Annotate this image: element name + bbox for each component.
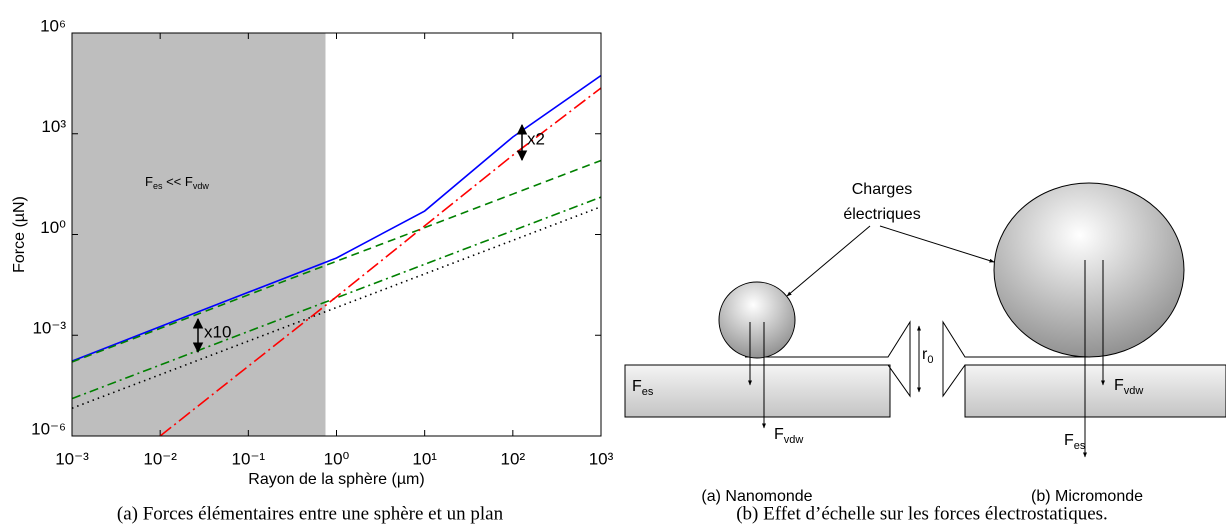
label: Charges	[852, 181, 912, 198]
shaded-region	[72, 33, 326, 436]
pointer	[879, 225, 995, 263]
subscript: vdw	[193, 181, 210, 191]
y-tick-label: 10³	[41, 117, 66, 136]
x-tick-label: 10⁰	[324, 449, 350, 468]
subscript: es	[642, 386, 654, 398]
force-label: Fvdw	[774, 426, 803, 446]
subscript: es	[1074, 440, 1086, 452]
pointer	[786, 225, 871, 297]
x-tick-label: 10³	[589, 449, 614, 468]
chart: 10⁻³ 10⁻² 10⁻¹ 10⁰ 10¹ 10² 10³ 10⁻⁶ 10⁻³ 10⁰ 10³ 10…	[11, 16, 613, 488]
label-part: F	[145, 174, 153, 189]
force-label: Fes	[1064, 432, 1086, 452]
label: électriques	[843, 206, 920, 223]
force-label: Fvdw	[1114, 377, 1143, 397]
subscript: vdw	[1124, 385, 1144, 397]
diagram: Charges électriques (a) Nanomonde (b) Mi…	[624, 181, 1226, 505]
subscript: vdw	[784, 434, 804, 446]
plot-frame	[71, 32, 602, 437]
label-base: F	[632, 378, 642, 395]
x-tick-label: 10²	[501, 449, 526, 468]
y-tick-label: 10⁻³	[32, 319, 66, 338]
left-layer	[745, 320, 911, 398]
big-sphere	[993, 182, 1185, 358]
panel-title: (a) Nanomonde	[701, 488, 812, 505]
annotation: x2	[527, 129, 545, 148]
region-label: Fes << Fvdw	[145, 174, 209, 191]
annotation: x10	[204, 322, 231, 341]
y-tick-label: 10⁻⁶	[31, 419, 66, 438]
subscript: es	[153, 181, 163, 191]
right-substrate	[964, 364, 1226, 418]
small-sphere	[718, 281, 796, 359]
series-line	[72, 159, 601, 363]
x-tick-label: 10⁻³	[55, 449, 89, 468]
label-base: F	[774, 426, 784, 443]
label-base: F	[1114, 377, 1124, 394]
x-tick-label: 10¹	[412, 449, 437, 468]
panel-title: (b) Micromonde	[1031, 488, 1143, 505]
label-part: << F	[162, 174, 192, 189]
left-substrate	[624, 364, 891, 418]
y-axis-label: Force (µN)	[11, 196, 28, 273]
label-base: r	[922, 346, 928, 363]
series-line	[72, 74, 601, 362]
x-tick-label: 10⁻²	[143, 449, 177, 468]
right-layer	[942, 320, 1090, 398]
y-tick-label: 10⁰	[40, 218, 66, 237]
label-base: F	[1064, 432, 1074, 449]
caption: (b) Effet d’échelle sur les forces élect…	[736, 503, 1108, 524]
caption: (a) Forces élémentaires entre une sphère…	[117, 503, 504, 524]
force-label: r0	[922, 346, 933, 366]
force-label: Fes	[632, 378, 654, 398]
subscript: 0	[927, 354, 933, 366]
plot-area	[72, 74, 601, 436]
series-line	[72, 206, 601, 410]
y-tick-label: 10⁶	[40, 16, 66, 35]
series-line	[159, 87, 601, 436]
x-axis-label: Rayon de la sphère (µm)	[248, 471, 424, 488]
x-tick-label: 10⁻¹	[232, 449, 266, 468]
